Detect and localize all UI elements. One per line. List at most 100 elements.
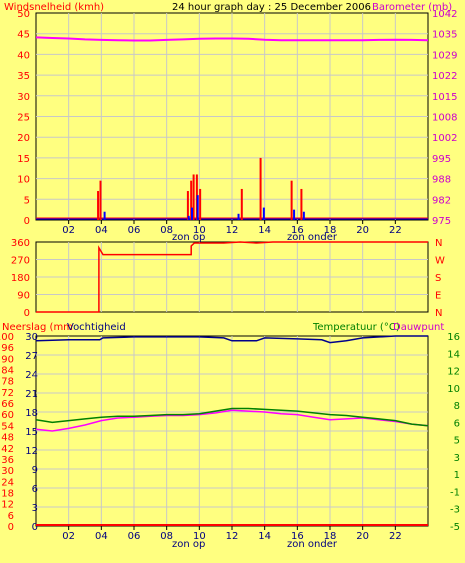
wind-ytick-6: 30	[17, 92, 30, 103]
rain-ytick-14: 84	[1, 366, 14, 377]
temperature-ytick-2: -1	[450, 487, 460, 498]
humidity-ytick-2: 6	[32, 484, 38, 495]
barometer-line	[35, 36, 429, 42]
sunset-label-top: zon onder	[287, 232, 338, 243]
sunset-label-bottom: zon onder	[287, 539, 338, 550]
wind-xtick-label-22: 22	[389, 225, 402, 236]
barometer-ytick-4: 1002	[432, 133, 457, 144]
wind-ytick-9: 45	[17, 30, 30, 41]
rain-ytick-13: 78	[1, 377, 14, 388]
barometer-ytick-9: 1035	[432, 30, 457, 41]
sunrise-label-bottom: zon op	[172, 539, 205, 550]
temperature-xtick-label-10: 10	[193, 531, 206, 542]
rain-ytick-5: 30	[1, 466, 14, 477]
dewpoint-axis-title: Dauwpunt	[393, 322, 444, 333]
rain-ytick-9: 54	[1, 421, 14, 432]
rain-ytick-11: 66	[1, 399, 14, 410]
temperature-xtick-label-6: 06	[128, 531, 141, 542]
rain-ytick-10: 60	[1, 410, 14, 421]
temperature-xtick-label-14: 14	[258, 531, 271, 542]
barometer-ytick-0: 975	[432, 216, 451, 227]
temperature-ytick-3: 1	[454, 470, 460, 481]
humidity-ytick-9: 27	[25, 351, 38, 362]
wind-xtick-label-6: 06	[128, 225, 141, 236]
wind-ytick-3: 15	[17, 154, 30, 165]
wind-ytick-10: 50	[17, 9, 30, 20]
rain-ytick-17: 100	[0, 332, 14, 343]
temperature-ytick-4: 3	[454, 453, 460, 464]
wind-xtick-label-2: 02	[62, 225, 75, 236]
temperature-axis-title: Temperatuur (°C)	[312, 322, 400, 333]
barometer-ytick-5: 1008	[432, 113, 457, 124]
wind-xtick-label-8: 08	[160, 225, 173, 236]
rain-ytick-12: 72	[1, 388, 14, 399]
temperature-xtick-label-2: 02	[62, 531, 75, 542]
wind-xtick-label-20: 20	[356, 225, 369, 236]
wind-ytick-5: 25	[17, 113, 30, 124]
wind-ytick-2: 10	[17, 175, 30, 186]
grid-lines	[36, 13, 428, 526]
compass-ytick-3: W	[435, 256, 445, 267]
humidity-ytick-1: 3	[32, 503, 38, 514]
rain-ytick-2: 12	[1, 500, 14, 511]
compass-ytick-1: E	[435, 291, 441, 302]
temperature-xtick-label-12: 12	[226, 531, 239, 542]
direction-ytick-3: 270	[11, 256, 30, 267]
rain-ytick-6: 36	[1, 455, 14, 466]
direction-ytick-4: 360	[11, 238, 30, 249]
temperature-ytick-10: 14	[447, 349, 460, 360]
rain-ytick-3: 18	[1, 488, 14, 499]
rain-ytick-0: 0	[8, 522, 14, 533]
wind-xtick-label-14: 14	[258, 225, 271, 236]
dewpoint-line	[35, 409, 429, 432]
rain-axis-title: Neerslag (mm	[2, 322, 73, 333]
temperature-ytick-11: 16	[447, 332, 460, 343]
rain-ytick-15: 90	[1, 354, 14, 365]
temperature-xtick-label-22: 22	[389, 531, 402, 542]
temperature-xtick-label-18: 18	[324, 531, 337, 542]
temperature-ytick-5: 5	[454, 436, 460, 447]
rain-ytick-16: 96	[1, 343, 14, 354]
wind-xtick-label-10: 10	[193, 225, 206, 236]
barometer-ytick-10: 1042	[432, 9, 457, 20]
compass-ytick-0: N	[435, 308, 442, 319]
direction-ytick-0: 0	[24, 308, 30, 319]
barometer-ytick-7: 1022	[432, 71, 457, 82]
direction-ytick-1: 90	[17, 291, 30, 302]
wind-xtick-label-16: 16	[291, 225, 304, 236]
temperature-ytick-9: 12	[447, 367, 460, 378]
barometer-ytick-6: 1015	[432, 92, 457, 103]
humidity-line	[35, 335, 428, 344]
temperature-xtick-label-16: 16	[291, 531, 304, 542]
wind-xtick-label-18: 18	[324, 225, 337, 236]
rain-ytick-8: 48	[1, 433, 14, 444]
wind-ytick-1: 5	[24, 195, 30, 206]
rain-ytick-1: 6	[8, 511, 14, 522]
rain-ytick-7: 42	[1, 444, 14, 455]
temperature-line	[35, 407, 429, 427]
temperature-ytick-6: 6	[454, 418, 460, 429]
humidity-ytick-6: 18	[25, 408, 38, 419]
humidity-axis-title: Vochtigheid	[67, 322, 126, 333]
temperature-ytick-8: 10	[447, 384, 460, 395]
direction-ytick-2: 180	[11, 273, 30, 284]
barometer-axis-title: Barometer (mb)	[372, 2, 452, 13]
compass-ytick-4: N	[435, 238, 442, 249]
tick-labels: 0510152025303540455097598298899510021008…	[0, 9, 460, 542]
temperature-ytick-1: -3	[450, 505, 460, 516]
humidity-ytick-4: 12	[25, 446, 38, 457]
rain-ytick-4: 24	[1, 477, 14, 488]
temperature-ytick-7: 8	[454, 401, 460, 412]
humidity-ytick-7: 21	[25, 389, 38, 400]
wind-ytick-7: 35	[17, 71, 30, 82]
sunrise-label-top: zon op	[172, 232, 205, 243]
humidity-ytick-5: 15	[25, 427, 38, 438]
chart-title: 24 hour graph day : 25 December 2006	[172, 2, 371, 13]
temperature-xtick-label-20: 20	[356, 531, 369, 542]
temperature-ytick-0: -5	[450, 522, 460, 533]
humidity-ytick-0: 0	[32, 522, 38, 533]
wind-ytick-0: 0	[24, 216, 30, 227]
temperature-xtick-label-8: 08	[160, 531, 173, 542]
barometer-ytick-8: 1029	[432, 50, 457, 61]
wind-ytick-4: 20	[17, 133, 30, 144]
